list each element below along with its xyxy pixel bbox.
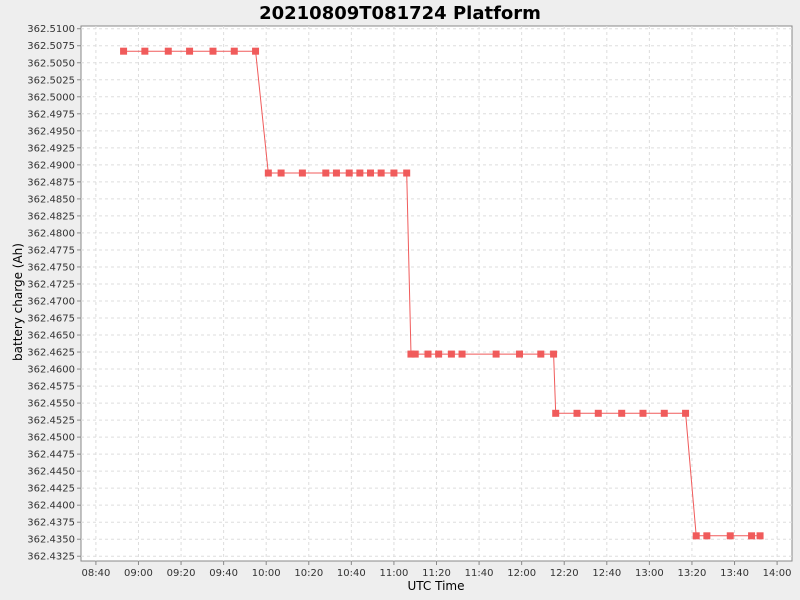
y-tick-label: 362.4900 <box>27 160 75 171</box>
y-tick-label: 362.4600 <box>27 365 75 376</box>
y-tick-label: 362.4725 <box>27 279 75 290</box>
y-tick-label: 362.4575 <box>27 382 75 393</box>
data-point <box>594 409 602 417</box>
y-tick-label: 362.4875 <box>27 177 75 188</box>
x-tick-label: 09:00 <box>124 568 153 579</box>
y-tick-label: 362.4750 <box>27 262 75 273</box>
y-tick-label: 362.4325 <box>27 552 75 563</box>
x-tick-label: 11:20 <box>422 568 451 579</box>
data-point <box>552 409 560 417</box>
data-point <box>252 47 260 55</box>
y-tick-label: 362.4475 <box>27 450 75 461</box>
x-tick-label: 12:00 <box>507 568 536 579</box>
data-point <box>537 350 545 358</box>
data-point <box>692 532 700 540</box>
y-tick-label: 362.5100 <box>27 24 75 35</box>
data-point <box>458 350 466 358</box>
data-point <box>298 169 306 177</box>
y-tick-label: 362.4800 <box>27 228 75 239</box>
y-axis-label: battery charge (Ah) <box>11 243 25 361</box>
y-tick-label: 362.4825 <box>27 211 75 222</box>
data-point <box>356 169 364 177</box>
x-tick-label: 09:20 <box>167 568 196 579</box>
y-tick-label: 362.5000 <box>27 92 75 103</box>
y-tick-label: 362.4625 <box>27 348 75 359</box>
y-tick-label: 362.4500 <box>27 433 75 444</box>
data-point <box>141 47 149 55</box>
data-point <box>403 169 411 177</box>
series-line <box>123 50 761 537</box>
y-tick-label: 362.4775 <box>27 245 75 256</box>
data-point <box>345 169 353 177</box>
y-tick-label: 362.4525 <box>27 416 75 427</box>
data-point <box>435 350 443 358</box>
data-point <box>322 169 330 177</box>
x-tick-label: 08:40 <box>81 568 110 579</box>
x-tick-label: 14:00 <box>763 568 792 579</box>
y-tick-label: 362.5050 <box>27 58 75 69</box>
x-tick-label: 13:00 <box>635 568 664 579</box>
data-point <box>332 169 340 177</box>
data-point <box>492 350 500 358</box>
y-tick-label: 362.5075 <box>27 41 75 52</box>
y-tick-label: 362.4450 <box>27 467 75 478</box>
series-battery-charge <box>120 47 764 540</box>
x-tick-label: 10:00 <box>252 568 281 579</box>
data-point <box>186 47 194 55</box>
chart-title: 20210809T081724 Platform <box>259 3 541 24</box>
y-tick-label: 362.4650 <box>27 331 75 342</box>
x-axis: 08:40 09:00 09:20 09:40 10:00 10:20 10:40 11:00… <box>81 561 792 579</box>
y-tick-label: 362.4675 <box>27 314 75 325</box>
x-tick-label: 11:40 <box>465 568 494 579</box>
x-tick-label: 13:40 <box>720 568 749 579</box>
x-tick-label: 12:20 <box>550 568 579 579</box>
y-tick-label: 362.4550 <box>27 399 75 410</box>
y-tick-label: 362.5025 <box>27 75 75 86</box>
x-axis-label: UTC Time <box>408 579 465 593</box>
data-point <box>660 409 668 417</box>
x-tick-label: 10:20 <box>294 568 323 579</box>
data-point <box>550 350 558 358</box>
data-point <box>748 532 756 540</box>
y-tick-label: 362.4925 <box>27 143 75 154</box>
y-tick-label: 362.4400 <box>27 501 75 512</box>
data-point <box>411 350 419 358</box>
data-point <box>407 350 415 358</box>
data-point <box>264 169 272 177</box>
data-point <box>703 532 711 540</box>
x-tick-label: 11:00 <box>380 568 409 579</box>
data-point <box>447 350 455 358</box>
y-tick-label: 362.4950 <box>27 126 75 137</box>
y-axis: 362.4325 362.4350 362.4375 362.4400 362.4425… <box>27 24 81 563</box>
y-tick-label: 362.4425 <box>27 484 75 495</box>
data-point <box>756 532 764 540</box>
x-tick-label: 09:40 <box>209 568 238 579</box>
data-point <box>209 47 217 55</box>
data-point <box>390 169 398 177</box>
x-tick-label: 10:40 <box>337 568 366 579</box>
y-tick-label: 362.4375 <box>27 518 75 529</box>
data-point <box>120 47 128 55</box>
data-point <box>516 350 524 358</box>
grid-lines <box>81 26 792 561</box>
y-tick-label: 362.4975 <box>27 109 75 120</box>
x-tick-label: 13:20 <box>678 568 707 579</box>
x-tick-label: 12:40 <box>592 568 621 579</box>
data-point <box>618 409 626 417</box>
data-point <box>230 47 238 55</box>
y-tick-label: 362.4700 <box>27 296 75 307</box>
data-point <box>164 47 172 55</box>
data-point <box>277 169 285 177</box>
data-point <box>367 169 375 177</box>
y-tick-label: 362.4350 <box>27 535 75 546</box>
data-point <box>682 409 690 417</box>
data-point <box>726 532 734 540</box>
data-point <box>424 350 432 358</box>
data-point <box>639 409 647 417</box>
data-point <box>377 169 385 177</box>
y-tick-label: 362.4850 <box>27 194 75 205</box>
data-point <box>573 409 581 417</box>
